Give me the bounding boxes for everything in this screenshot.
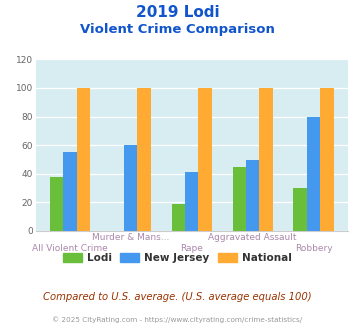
Bar	[124, 145, 137, 231]
Bar	[320, 88, 334, 231]
Text: Murder & Mans...: Murder & Mans...	[92, 233, 169, 242]
Text: All Violent Crime: All Violent Crime	[32, 244, 108, 252]
Bar	[307, 116, 320, 231]
Text: © 2025 CityRating.com - https://www.cityrating.com/crime-statistics/: © 2025 CityRating.com - https://www.city…	[53, 317, 302, 323]
Text: Rape: Rape	[180, 244, 203, 252]
Text: Robbery: Robbery	[295, 244, 332, 252]
Legend: Lodi, New Jersey, National: Lodi, New Jersey, National	[59, 248, 296, 267]
Bar	[171, 204, 185, 231]
Bar	[294, 188, 307, 231]
Text: 2019 Lodi: 2019 Lodi	[136, 5, 219, 20]
Bar	[63, 152, 77, 231]
Bar	[198, 88, 212, 231]
Bar	[185, 172, 198, 231]
Text: Compared to U.S. average. (U.S. average equals 100): Compared to U.S. average. (U.S. average …	[43, 292, 312, 302]
Bar	[233, 167, 246, 231]
Text: Violent Crime Comparison: Violent Crime Comparison	[80, 23, 275, 36]
Bar	[260, 88, 273, 231]
Bar	[246, 159, 260, 231]
Bar	[137, 88, 151, 231]
Text: Aggravated Assault: Aggravated Assault	[208, 233, 297, 242]
Bar	[77, 88, 90, 231]
Bar	[50, 177, 63, 231]
